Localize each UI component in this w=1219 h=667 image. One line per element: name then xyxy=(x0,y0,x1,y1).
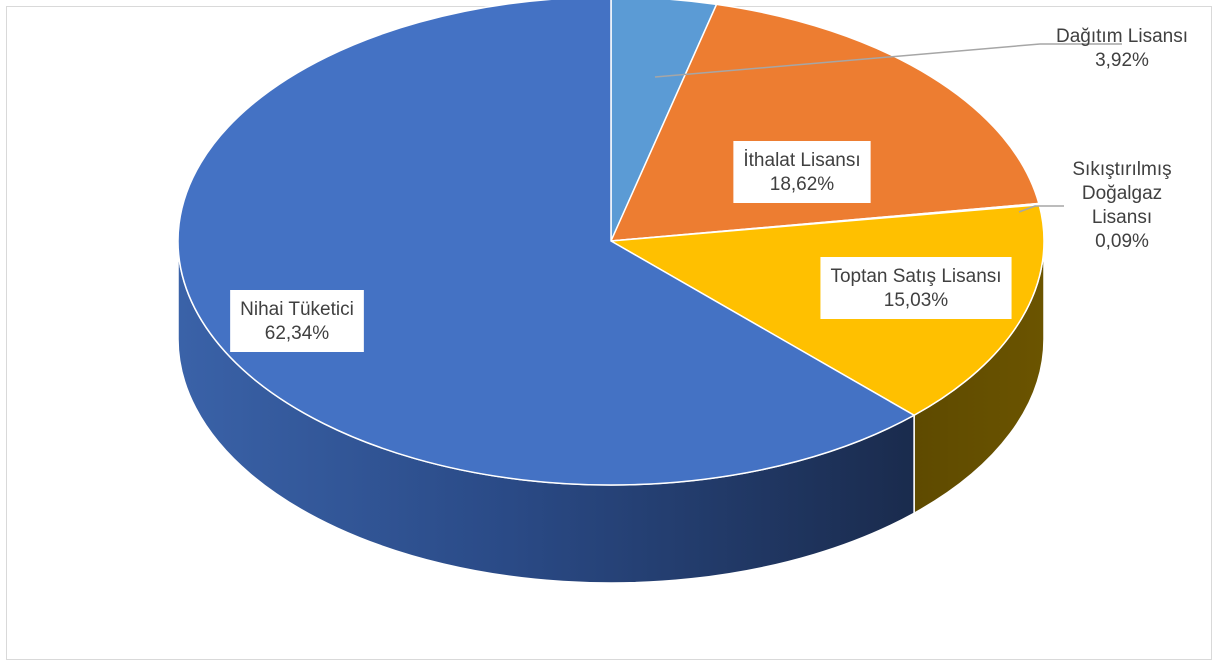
data-label-dagitim-lisansi: Dağıtım Lisansı 3,92% xyxy=(1056,26,1188,71)
slice-i-thalat-lisansi xyxy=(609,3,1040,242)
data-label-value: 3,92% xyxy=(1095,50,1149,71)
data-label-value: 18,62% xyxy=(770,174,835,195)
slice-nihai-tuketici xyxy=(177,0,916,486)
label-box xyxy=(820,257,1012,319)
pie-slices xyxy=(177,0,1045,486)
data-label-name: Doğalgaz xyxy=(1082,183,1162,204)
data-label-i-thalat-lisansi: İthalat Lisansı 18,62% xyxy=(733,141,871,203)
label-box xyxy=(230,290,364,352)
data-label-toptan-satis-lisansi: Toptan Satış Lisansı 15,03% xyxy=(820,257,1012,319)
data-label-name: Nihai Tüketici xyxy=(240,299,354,320)
leader-lines xyxy=(654,43,1122,213)
data-label-sikistirilmis-dogalgaz-lisansi: Sıkıştırılmış Doğalgaz Lisansı 0,09% xyxy=(1072,159,1171,252)
data-labels: Dağıtım Lisansı 3,92% İthalat Lisansı 18,62… xyxy=(230,26,1188,352)
label-box xyxy=(733,141,871,203)
data-label-name: Dağıtım Lisansı xyxy=(1056,26,1188,47)
leader-line-sikistirilmis-dogalgaz-lisansi xyxy=(1018,205,1064,213)
data-label-value: 15,03% xyxy=(884,290,949,311)
data-label-name: Toptan Satış Lisansı xyxy=(830,266,1001,287)
data-label-value: 0,09% xyxy=(1095,231,1149,252)
data-label-name: Lisansı xyxy=(1092,207,1152,228)
data-label-name: İthalat Lisansı xyxy=(743,150,860,171)
leader-line-dagitim-lisansi xyxy=(654,43,1122,78)
data-label-name: Sıkıştırılmış xyxy=(1072,159,1171,180)
data-label-value: 62,34% xyxy=(265,323,330,344)
data-label-nihai-tuketici: Nihai Tüketici 62,34% xyxy=(230,290,364,352)
